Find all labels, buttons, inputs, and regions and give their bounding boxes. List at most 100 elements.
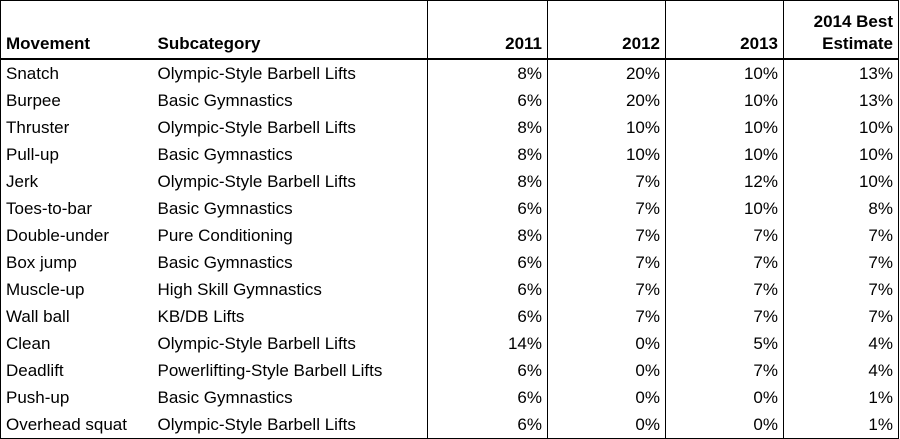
cell-2013: 7% <box>665 357 784 384</box>
cell-subcategory: Olympic-Style Barbell Lifts <box>152 168 428 195</box>
cell-2013: 10% <box>665 87 784 114</box>
cell-2011: 8% <box>427 59 548 87</box>
cell-subcategory: Pure Conditioning <box>152 222 428 249</box>
cell-2013: 5% <box>665 330 784 357</box>
cell-subcategory: Basic Gymnastics <box>152 195 428 222</box>
header-2013: 2013 <box>665 0 784 60</box>
cell-movement: Muscle-up <box>0 276 153 303</box>
cell-subcategory: Basic Gymnastics <box>152 141 428 168</box>
cell-2013: 7% <box>665 249 784 276</box>
table-row: Jerk Olympic-Style Barbell Lifts 8% 7% 1… <box>0 168 899 195</box>
cell-2011: 14% <box>427 330 548 357</box>
header-row: Movement Subcategory 2011 2012 2013 2014… <box>0 0 899 60</box>
cell-2012: 0% <box>547 411 666 439</box>
cell-movement: Burpee <box>0 87 153 114</box>
cell-subcategory: Basic Gymnastics <box>152 249 428 276</box>
cell-2011: 6% <box>427 303 548 330</box>
cell-subcategory: Olympic-Style Barbell Lifts <box>152 330 428 357</box>
cell-2012: 0% <box>547 357 666 384</box>
cell-2012: 10% <box>547 141 666 168</box>
cell-2011: 6% <box>427 276 548 303</box>
header-2011: 2011 <box>427 0 548 60</box>
cell-2011: 8% <box>427 141 548 168</box>
table-row: Double-under Pure Conditioning 8% 7% 7% … <box>0 222 899 249</box>
cell-subcategory: Olympic-Style Barbell Lifts <box>152 114 428 141</box>
table-row: Box jump Basic Gymnastics 6% 7% 7% 7% <box>0 249 899 276</box>
cell-2013: 10% <box>665 114 784 141</box>
cell-2013: 7% <box>665 276 784 303</box>
cell-subcategory: Olympic-Style Barbell Lifts <box>152 59 428 87</box>
cell-subcategory: Basic Gymnastics <box>152 384 428 411</box>
table-row: Pull-up Basic Gymnastics 8% 10% 10% 10% <box>0 141 899 168</box>
cell-movement: Double-under <box>0 222 153 249</box>
cell-2014: 7% <box>783 249 899 276</box>
cell-2013: 7% <box>665 222 784 249</box>
header-2014-line2: Estimate <box>822 34 893 53</box>
cell-2011: 6% <box>427 384 548 411</box>
table-row: Snatch Olympic-Style Barbell Lifts 8% 20… <box>0 59 899 87</box>
cell-movement: Clean <box>0 330 153 357</box>
header-subcategory: Subcategory <box>152 0 428 60</box>
cell-2012: 20% <box>547 59 666 87</box>
cell-subcategory: Basic Gymnastics <box>152 87 428 114</box>
cell-2013: 0% <box>665 384 784 411</box>
cell-2014: 10% <box>783 141 899 168</box>
cell-2014: 7% <box>783 303 899 330</box>
header-movement: Movement <box>0 0 153 60</box>
cell-2012: 0% <box>547 330 666 357</box>
cell-2011: 6% <box>427 357 548 384</box>
cell-subcategory: High Skill Gymnastics <box>152 276 428 303</box>
cell-2012: 20% <box>547 87 666 114</box>
cell-2013: 0% <box>665 411 784 439</box>
cell-2012: 0% <box>547 384 666 411</box>
cell-movement: Deadlift <box>0 357 153 384</box>
cell-2013: 10% <box>665 59 784 87</box>
table-row: Muscle-up High Skill Gymnastics 6% 7% 7%… <box>0 276 899 303</box>
cell-2013: 10% <box>665 195 784 222</box>
table-row: Wall ball KB/DB Lifts 6% 7% 7% 7% <box>0 303 899 330</box>
table-header: Movement Subcategory 2011 2012 2013 2014… <box>0 0 899 60</box>
cell-2013: 7% <box>665 303 784 330</box>
cell-2011: 6% <box>427 195 548 222</box>
cell-movement: Push-up <box>0 384 153 411</box>
cell-2014: 7% <box>783 276 899 303</box>
cell-movement: Thruster <box>0 114 153 141</box>
cell-2011: 8% <box>427 114 548 141</box>
table-row: Thruster Olympic-Style Barbell Lifts 8% … <box>0 114 899 141</box>
cell-movement: Pull-up <box>0 141 153 168</box>
cell-subcategory: Powerlifting-Style Barbell Lifts <box>152 357 428 384</box>
header-2014-wrap: 2014 Best Estimate <box>814 11 893 55</box>
cell-2012: 7% <box>547 222 666 249</box>
table-row: Toes-to-bar Basic Gymnastics 6% 7% 10% 8… <box>0 195 899 222</box>
cell-2012: 7% <box>547 168 666 195</box>
cell-2012: 10% <box>547 114 666 141</box>
cell-2014: 8% <box>783 195 899 222</box>
cell-2014: 13% <box>783 87 899 114</box>
cell-2014: 1% <box>783 384 899 411</box>
cell-2014: 4% <box>783 330 899 357</box>
cell-subcategory: Olympic-Style Barbell Lifts <box>152 411 428 439</box>
cell-2014: 10% <box>783 114 899 141</box>
header-2012: 2012 <box>547 0 666 60</box>
cell-2014: 13% <box>783 59 899 87</box>
table-body: Snatch Olympic-Style Barbell Lifts 8% 20… <box>0 59 899 439</box>
cell-2011: 6% <box>427 249 548 276</box>
cell-2011: 8% <box>427 222 548 249</box>
header-2014-best-estimate: 2014 Best Estimate <box>783 0 899 60</box>
cell-2014: 7% <box>783 222 899 249</box>
cell-2012: 7% <box>547 303 666 330</box>
table-row: Overhead squat Olympic-Style Barbell Lif… <box>0 411 899 439</box>
cell-2013: 10% <box>665 141 784 168</box>
cell-movement: Wall ball <box>0 303 153 330</box>
cell-2011: 8% <box>427 168 548 195</box>
cell-subcategory: KB/DB Lifts <box>152 303 428 330</box>
cell-movement: Snatch <box>0 59 153 87</box>
cell-movement: Jerk <box>0 168 153 195</box>
cell-movement: Toes-to-bar <box>0 195 153 222</box>
cell-2012: 7% <box>547 276 666 303</box>
cell-2014: 1% <box>783 411 899 439</box>
cell-2014: 4% <box>783 357 899 384</box>
cell-2012: 7% <box>547 249 666 276</box>
